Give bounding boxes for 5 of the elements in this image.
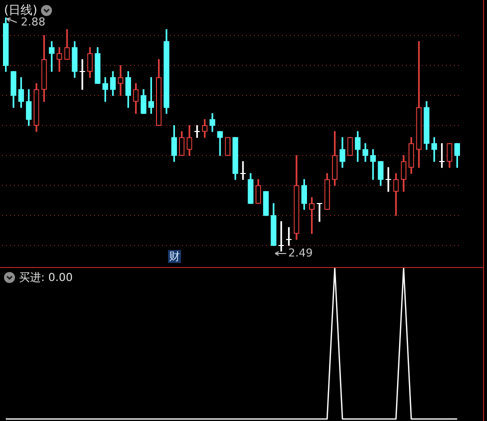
chart-title: (日线): [4, 2, 38, 17]
annotation: 2.88: [20, 15, 46, 28]
chart-title: 买进: 0.00: [19, 270, 73, 285]
annotation: 2.49: [288, 246, 313, 260]
annotation: 财: [168, 250, 181, 263]
